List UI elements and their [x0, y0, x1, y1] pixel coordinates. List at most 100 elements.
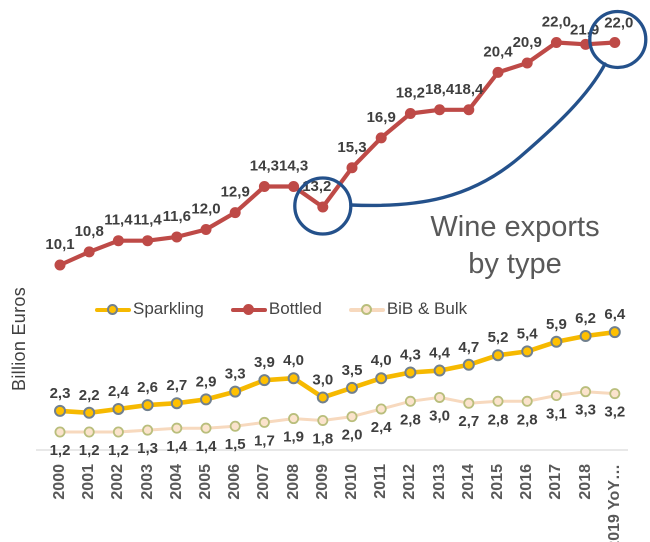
bottled-marker	[317, 201, 329, 213]
legend: Sparkling Bottled BiB & Bulk	[95, 297, 467, 321]
bottled-marker	[258, 180, 270, 192]
bottled-data-label: 13,2	[302, 178, 331, 195]
chart-title: Wine exports by type	[403, 209, 627, 283]
bottled-data-label: 15,3	[337, 139, 366, 156]
connector-curve	[349, 62, 607, 208]
bib-data-label: 1,2	[79, 442, 100, 459]
bib-data-label: 1,8	[312, 431, 333, 448]
sparkling-data-label: 3,5	[342, 362, 363, 379]
bottled-marker	[375, 132, 387, 144]
bib-marker	[171, 422, 183, 434]
sparkling-marker	[316, 391, 329, 404]
bib-marker	[54, 426, 66, 438]
bib-data-label: 1,2	[108, 442, 129, 459]
sparkling-marker	[346, 381, 358, 394]
sparkling-marker	[54, 404, 66, 417]
bib-marker	[492, 395, 504, 407]
bib-data-label: 3,1	[546, 406, 567, 423]
bib-marker	[142, 424, 154, 436]
bib-marker	[580, 386, 592, 398]
sparkling-marker	[229, 385, 242, 398]
bottled-data-label: 18,4	[454, 81, 484, 98]
bib-data-label: 2,8	[400, 411, 421, 428]
bottled-data-label: 12,9	[221, 184, 250, 201]
bib-marker	[375, 403, 387, 415]
bottled-marker	[550, 36, 562, 48]
sparkling-marker	[83, 406, 96, 419]
bottled-marker	[200, 223, 212, 235]
bib-data-label: 2,8	[488, 411, 509, 428]
bib-data-label: 2,4	[371, 419, 393, 436]
bib-data-label: 1,7	[254, 432, 275, 449]
chart-title-line2: by type	[468, 248, 562, 280]
bib-marker	[550, 390, 562, 402]
sparkling-data-label: 4,0	[283, 352, 304, 369]
bottled-data-label: 20,9	[513, 34, 542, 51]
bottled-marker	[521, 57, 533, 69]
bib-data-label: 3,2	[604, 404, 625, 421]
bib-marker	[200, 422, 212, 434]
bottled-data-label: 11,4	[104, 212, 133, 229]
bib-data-label: 1,9	[283, 429, 304, 446]
bottled-marker	[83, 246, 95, 258]
sparkling-marker	[550, 335, 563, 348]
sparkling-marker	[112, 402, 125, 415]
sparkling-marker	[258, 374, 271, 387]
bottled-marker	[112, 235, 124, 247]
sparkling-marker	[579, 330, 592, 342]
bib-data-label: 1,4	[166, 438, 188, 455]
bottled-data-label: 11,4	[133, 212, 162, 229]
bib-marker	[521, 395, 533, 407]
sparkling-data-label: 4,3	[400, 347, 421, 364]
sparkling-data-label: 6,2	[575, 310, 596, 327]
bottled-marker	[142, 235, 154, 247]
sparkling-data-label: 2,3	[50, 385, 71, 402]
sparkling-data-label: 4,0	[371, 352, 392, 369]
sparkling-data-label: 5,9	[546, 316, 567, 333]
bottled-marker	[463, 104, 475, 116]
bottled-data-label: 22,0	[604, 15, 633, 32]
bottled-data-label: 10,1	[45, 236, 74, 253]
bib-marker	[404, 395, 416, 407]
sparkling-data-label: 2,4	[108, 383, 130, 400]
bib-marker	[112, 426, 124, 438]
chart-title-line1: Wine exports	[430, 211, 600, 243]
bottled-marker	[609, 36, 621, 48]
sparkling-marker	[462, 358, 475, 371]
sparkling-marker	[433, 364, 446, 377]
bib-marker	[434, 391, 446, 403]
sparkling-data-label: 5,4	[517, 325, 539, 342]
bib-data-label: 2,7	[458, 413, 479, 430]
legend-label-sparkling: Sparkling	[133, 299, 204, 318]
bib-data-label: 1,4	[196, 438, 218, 455]
bib-marker	[317, 414, 329, 426]
legend-item-sparkling: Sparkling	[95, 299, 204, 319]
bib-marker	[609, 388, 621, 400]
sparkling-marker	[287, 372, 300, 385]
legend-item-bib: BiB & Bulk	[348, 299, 467, 319]
bottled-data-label: 14,3	[279, 158, 308, 175]
bib-marker	[346, 411, 358, 423]
bib-legend-marker-icon	[348, 303, 385, 316]
sparkling-data-label: 3,9	[254, 354, 275, 371]
bottled-marker	[346, 162, 358, 174]
bottled-marker	[404, 108, 416, 120]
sparkling-data-label: 2,2	[79, 387, 100, 404]
sparkling-data-label: 4,7	[458, 339, 479, 356]
bib-data-label: 1,3	[137, 440, 158, 457]
sparkling-marker	[170, 397, 183, 410]
bottled-data-label: 18,2	[396, 85, 425, 102]
bib-marker	[83, 426, 95, 438]
sparkling-data-label: 3,0	[312, 371, 333, 388]
bottled-marker	[492, 66, 504, 78]
bottled-data-label: 18,4	[425, 81, 455, 98]
bottled-legend-marker-icon	[230, 303, 267, 316]
bottled-marker	[171, 231, 183, 243]
y-axis-label: Billion Euros	[9, 287, 29, 391]
sparkling-marker	[521, 345, 534, 358]
sparkling-data-label: 6,4	[604, 306, 626, 323]
bib-data-label: 1,2	[50, 442, 71, 459]
bib-marker	[258, 416, 270, 428]
